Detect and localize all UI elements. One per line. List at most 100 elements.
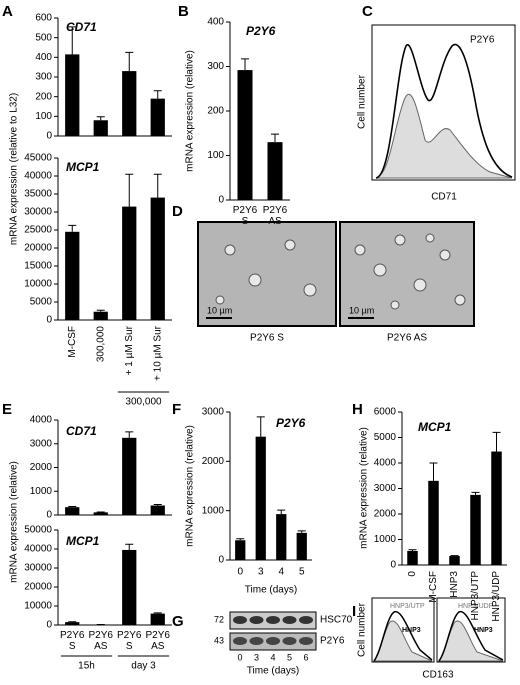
flow-frame (371, 24, 516, 181)
bar (122, 437, 137, 515)
y-tick-label: 25000 (24, 225, 52, 236)
y-axis-label: mRNA expression (relative) (185, 50, 196, 172)
group-label: day 3 (131, 661, 156, 672)
blot-band (249, 616, 264, 624)
lane-label: 4 (270, 652, 275, 662)
y-tick-label: 0 (390, 560, 396, 571)
panel-letter: C (362, 3, 373, 20)
y-tick-label: 5000 (374, 432, 397, 443)
error-bar (271, 133, 279, 143)
band-label: P2Y6 (320, 636, 345, 647)
group-label: 300,000 (125, 397, 162, 408)
flow-label: HNP3/UDP (458, 603, 494, 610)
y-tick-label: 3000 (202, 407, 225, 418)
x-tick-label: 5 (299, 567, 305, 578)
error-bar (153, 504, 162, 506)
y-tick-label: 0 (218, 555, 224, 566)
flow-label: HNP3 (474, 627, 493, 634)
error-bar (241, 58, 249, 71)
x-tick-label: + 10 µM Sur (152, 325, 163, 381)
error-bar (297, 530, 306, 533)
y-tick-label: 50000 (24, 525, 52, 536)
y-tick-label: 10000 (24, 279, 52, 290)
x-tick-label: P2Y6 S (117, 630, 142, 652)
x-tick-label: 0 (407, 571, 418, 577)
error-bar (277, 509, 286, 515)
flow-histogram (375, 43, 513, 179)
y-tick-label: 45000 (24, 153, 52, 164)
band-label: HSC70 (320, 615, 353, 626)
bar (267, 142, 283, 200)
error-bar (96, 309, 105, 312)
x-tick-label: + 1 µM Sur (124, 325, 135, 375)
x-tick-label: M-CSF (67, 326, 78, 358)
x-tick-label: P2Y6 AS (263, 205, 288, 227)
x-tick-label: P2Y6 AS (146, 630, 171, 652)
chart-title: MCP1 (66, 534, 100, 548)
blot-band (233, 637, 247, 645)
error-bar (408, 549, 417, 551)
y-tick-label: 1000 (374, 534, 397, 545)
y-tick-label: 100 (35, 111, 52, 122)
x-tick-label: 3 (258, 567, 264, 578)
bar (428, 480, 439, 565)
chart-title: P2Y6 (246, 24, 276, 38)
bar (296, 532, 307, 560)
y-tick-label: 10000 (24, 601, 52, 612)
x-tick-label: P2Y6 S (60, 630, 85, 652)
y-tick-label: 400 (207, 17, 224, 28)
flow-histogram (438, 611, 504, 662)
x-tick-label: HNP3/UTP (470, 571, 481, 621)
error-bar (68, 224, 77, 232)
y-tick-label: 0 (46, 315, 52, 326)
blot-band (233, 616, 247, 624)
bar (65, 622, 80, 625)
y-tick-label: 40000 (24, 544, 52, 555)
y-tick-label: 4000 (30, 415, 53, 426)
y-tick-label: 40000 (24, 171, 52, 182)
bar (122, 549, 137, 625)
y-tick-label: 20000 (24, 582, 52, 593)
bar (65, 54, 80, 137)
y-tick-label: 35000 (24, 189, 52, 200)
y-tick-label: 2000 (202, 456, 225, 467)
y-tick-label: 0 (218, 195, 224, 206)
flow-label: HNP3/UTP (390, 603, 425, 610)
flow-label: P2Y6 (470, 35, 495, 46)
blot-band (299, 637, 313, 645)
scale-label: 10 µm (207, 305, 232, 315)
x-tick-label: 0 (237, 567, 243, 578)
flow-histogram (373, 611, 433, 662)
error-bar (429, 462, 438, 481)
bar (150, 505, 165, 515)
y-tick-label: 200 (35, 91, 52, 102)
error-bar (68, 505, 77, 508)
bar (150, 197, 165, 320)
chart-title: CD71 (66, 424, 97, 438)
y-tick-label: 1000 (202, 505, 225, 516)
bar (150, 613, 165, 625)
chart-title: P2Y6 (276, 416, 306, 430)
x-tick-label: 300,000 (95, 326, 106, 363)
error-bar (125, 173, 134, 207)
caption: P2Y6 S (250, 333, 284, 344)
x-tick-label: HNP3 (449, 571, 460, 598)
micrograph (197, 221, 337, 327)
bar (93, 311, 108, 320)
blot-band (282, 637, 297, 645)
y-tick-label: 30000 (24, 207, 52, 218)
lane-label: 5 (287, 652, 292, 662)
flow-xlabel: CD71 (431, 192, 457, 203)
x-tick-label: M-CSF (428, 571, 439, 603)
error-bar (153, 173, 162, 198)
bar (449, 556, 460, 565)
y-tick-label: 4000 (374, 458, 397, 469)
y-axis-label: mRNA expression (relative) (9, 461, 20, 583)
scale-label: 10 µm (349, 305, 374, 315)
blot-band (266, 637, 280, 645)
y-tick-label: 600 (35, 13, 52, 24)
error-bar (153, 90, 162, 99)
bar (491, 451, 502, 565)
y-tick-label: 100 (207, 150, 224, 161)
